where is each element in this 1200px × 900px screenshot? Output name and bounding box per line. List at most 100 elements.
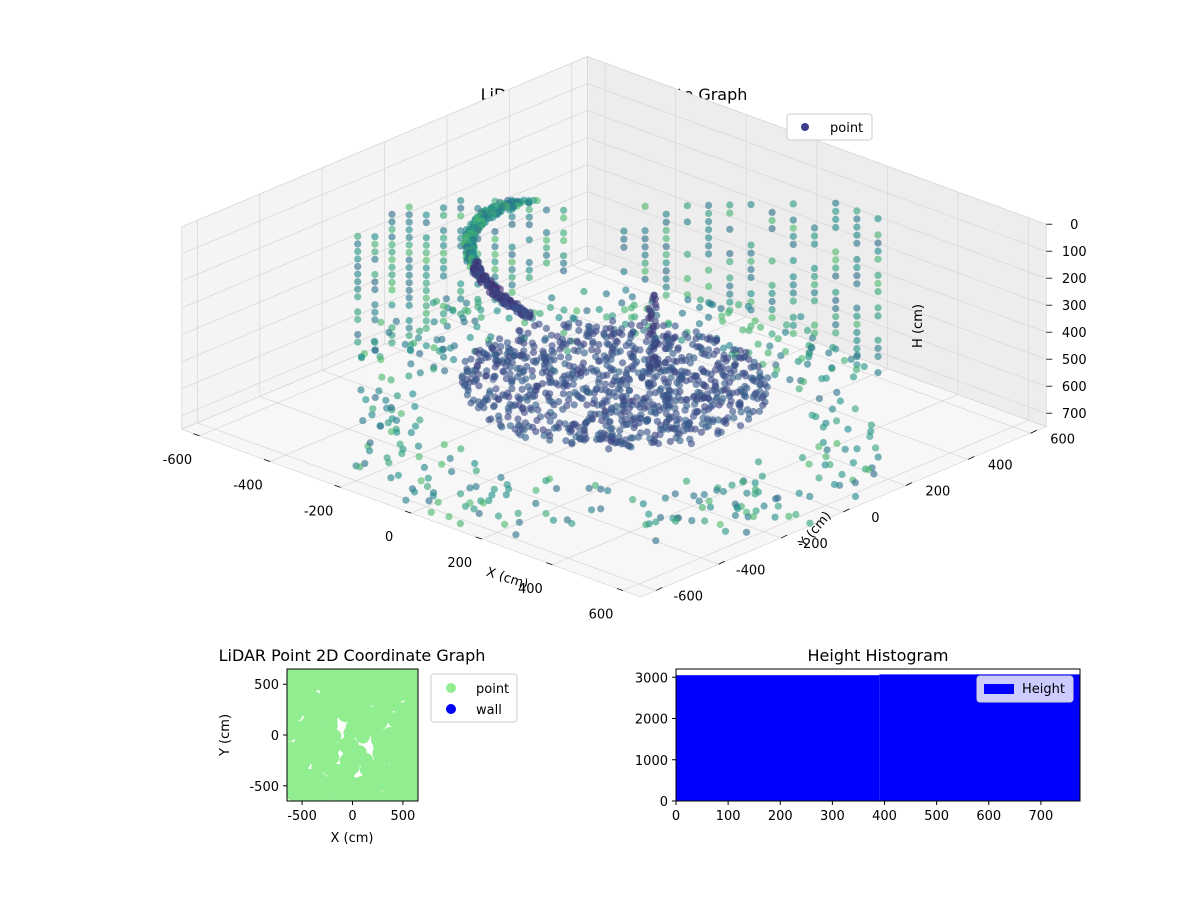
scatter-3d-point xyxy=(874,304,882,312)
scatter-3d-point xyxy=(587,410,595,418)
scatter-3d-point xyxy=(747,201,755,209)
scatter-3d-point xyxy=(550,349,558,357)
scatter-2d-point xyxy=(366,716,380,731)
scatter-3d-point xyxy=(549,516,558,524)
scatter-3d-point xyxy=(587,506,596,514)
scatter-3d-point xyxy=(698,503,707,512)
scatter-2d-point xyxy=(344,700,359,715)
scatter-3d-point xyxy=(429,492,437,500)
scatter-3d-point xyxy=(394,471,402,479)
scatter-3d-point xyxy=(377,318,385,326)
scatter-3d-point xyxy=(810,264,819,272)
scatter-3d-point xyxy=(874,239,882,247)
scatter-3d-point xyxy=(690,492,698,500)
scatter-3d-point xyxy=(371,346,379,354)
scatter-3d-point xyxy=(388,210,396,218)
scatter-3d-point xyxy=(681,406,689,414)
scatter-3d-point xyxy=(422,264,430,272)
scatter-3d-point xyxy=(705,234,713,242)
scatter-3d-point xyxy=(645,314,653,322)
scatter-3d-point xyxy=(678,396,686,404)
tick-3d-x-mark xyxy=(475,536,482,540)
scatter-3d-point xyxy=(739,326,747,334)
scatter-3d-point xyxy=(798,454,807,462)
scatter-3d-point xyxy=(758,394,766,402)
scatter-3d-point xyxy=(523,396,531,404)
scatter-2d-point xyxy=(291,695,306,710)
scatter-3d-point xyxy=(377,356,385,364)
scatter-3d-point xyxy=(388,263,396,271)
scatter-3d-point xyxy=(354,262,362,271)
scatter-3d-point xyxy=(808,344,816,352)
scatter-3d-point xyxy=(560,306,568,314)
tick-hist-x-label: 100 xyxy=(716,809,741,824)
scatter-3d-point xyxy=(725,378,734,386)
scatter-3d-point xyxy=(414,442,423,450)
scatter-3d-point xyxy=(354,293,362,301)
scatter-3d-point xyxy=(383,404,391,412)
scatter-3d-point xyxy=(491,258,499,266)
tick-hist-y-label: 2000 xyxy=(635,713,668,728)
scatter-3d-point xyxy=(851,492,860,501)
scatter-2d-point xyxy=(349,669,363,679)
scatter-3d-point xyxy=(512,531,520,539)
tick-3d-y-label: 600 xyxy=(1050,432,1075,447)
scatter-3d-point xyxy=(467,355,475,363)
scatter-3d-point xyxy=(546,417,554,425)
scatter-3d-point xyxy=(592,385,600,394)
scatter-3d-point xyxy=(659,332,667,340)
scatter-3d-point xyxy=(849,459,858,467)
scatter-3d-point xyxy=(422,241,430,249)
scatter-3d-point xyxy=(563,347,572,355)
scatter-3d-point xyxy=(810,272,819,281)
scatter-2d-ticks: -500 0 500 -500 0 500 xyxy=(249,678,415,824)
scatter-3d-point xyxy=(354,240,362,248)
scatter-3d-point xyxy=(745,326,753,335)
scatter-3d-point xyxy=(747,241,755,249)
scatter-3d-point xyxy=(560,252,568,260)
tick-hist-y-label: 1000 xyxy=(635,754,668,769)
scatter-3d-point xyxy=(644,370,652,378)
scatter-3d-point xyxy=(853,445,861,453)
scatter-3d-point xyxy=(485,340,493,348)
scatter-3d-point xyxy=(764,349,772,357)
tick-3d-x-label: -400 xyxy=(233,479,263,494)
scatter-2d-point xyxy=(330,784,345,799)
scatter-3d-point xyxy=(562,323,570,331)
scatter-3d-point xyxy=(434,498,442,506)
scatter-3d-point xyxy=(517,333,525,341)
scatter-3d-point xyxy=(368,411,376,419)
scatter-3d-point xyxy=(601,434,610,442)
scatter-3d-point xyxy=(810,321,819,329)
scatter-3d-point xyxy=(688,517,696,525)
scatter-3d-point xyxy=(795,489,803,497)
scatter-3d-point xyxy=(491,250,499,258)
scatter-3d-point xyxy=(840,356,849,365)
histogram-bar xyxy=(676,675,880,801)
scatter-3d-point xyxy=(726,225,734,233)
scatter-3d-point xyxy=(789,224,797,232)
scatter-3d-point xyxy=(393,428,401,436)
scatter-3d-point xyxy=(701,350,709,358)
scatter-3d-point xyxy=(678,357,686,365)
scatter-3d-point xyxy=(832,199,840,207)
scatter-3d-point xyxy=(594,369,602,378)
scatter-3d-point xyxy=(448,468,456,476)
tick-hist-y-label: 3000 xyxy=(635,671,668,686)
scatter-3d-point xyxy=(705,201,713,209)
scatter-3d-point xyxy=(575,319,583,327)
scatter-3d-point xyxy=(751,377,760,385)
scatter-2d-point xyxy=(362,768,377,783)
scatter-3d-point xyxy=(641,394,650,402)
scatter-3d-point xyxy=(756,323,765,331)
scatter-3d-point xyxy=(614,384,623,392)
scatter-2d-point xyxy=(354,726,369,741)
scatter-3d-point xyxy=(720,344,728,352)
scatter-3d-point xyxy=(627,321,635,329)
scatter-3d-point xyxy=(721,416,729,424)
scatter-3d-point xyxy=(717,305,725,313)
scatter-3d-point xyxy=(764,374,772,382)
scatter-3d-point xyxy=(388,225,396,233)
scatter-3d-point xyxy=(595,357,603,365)
